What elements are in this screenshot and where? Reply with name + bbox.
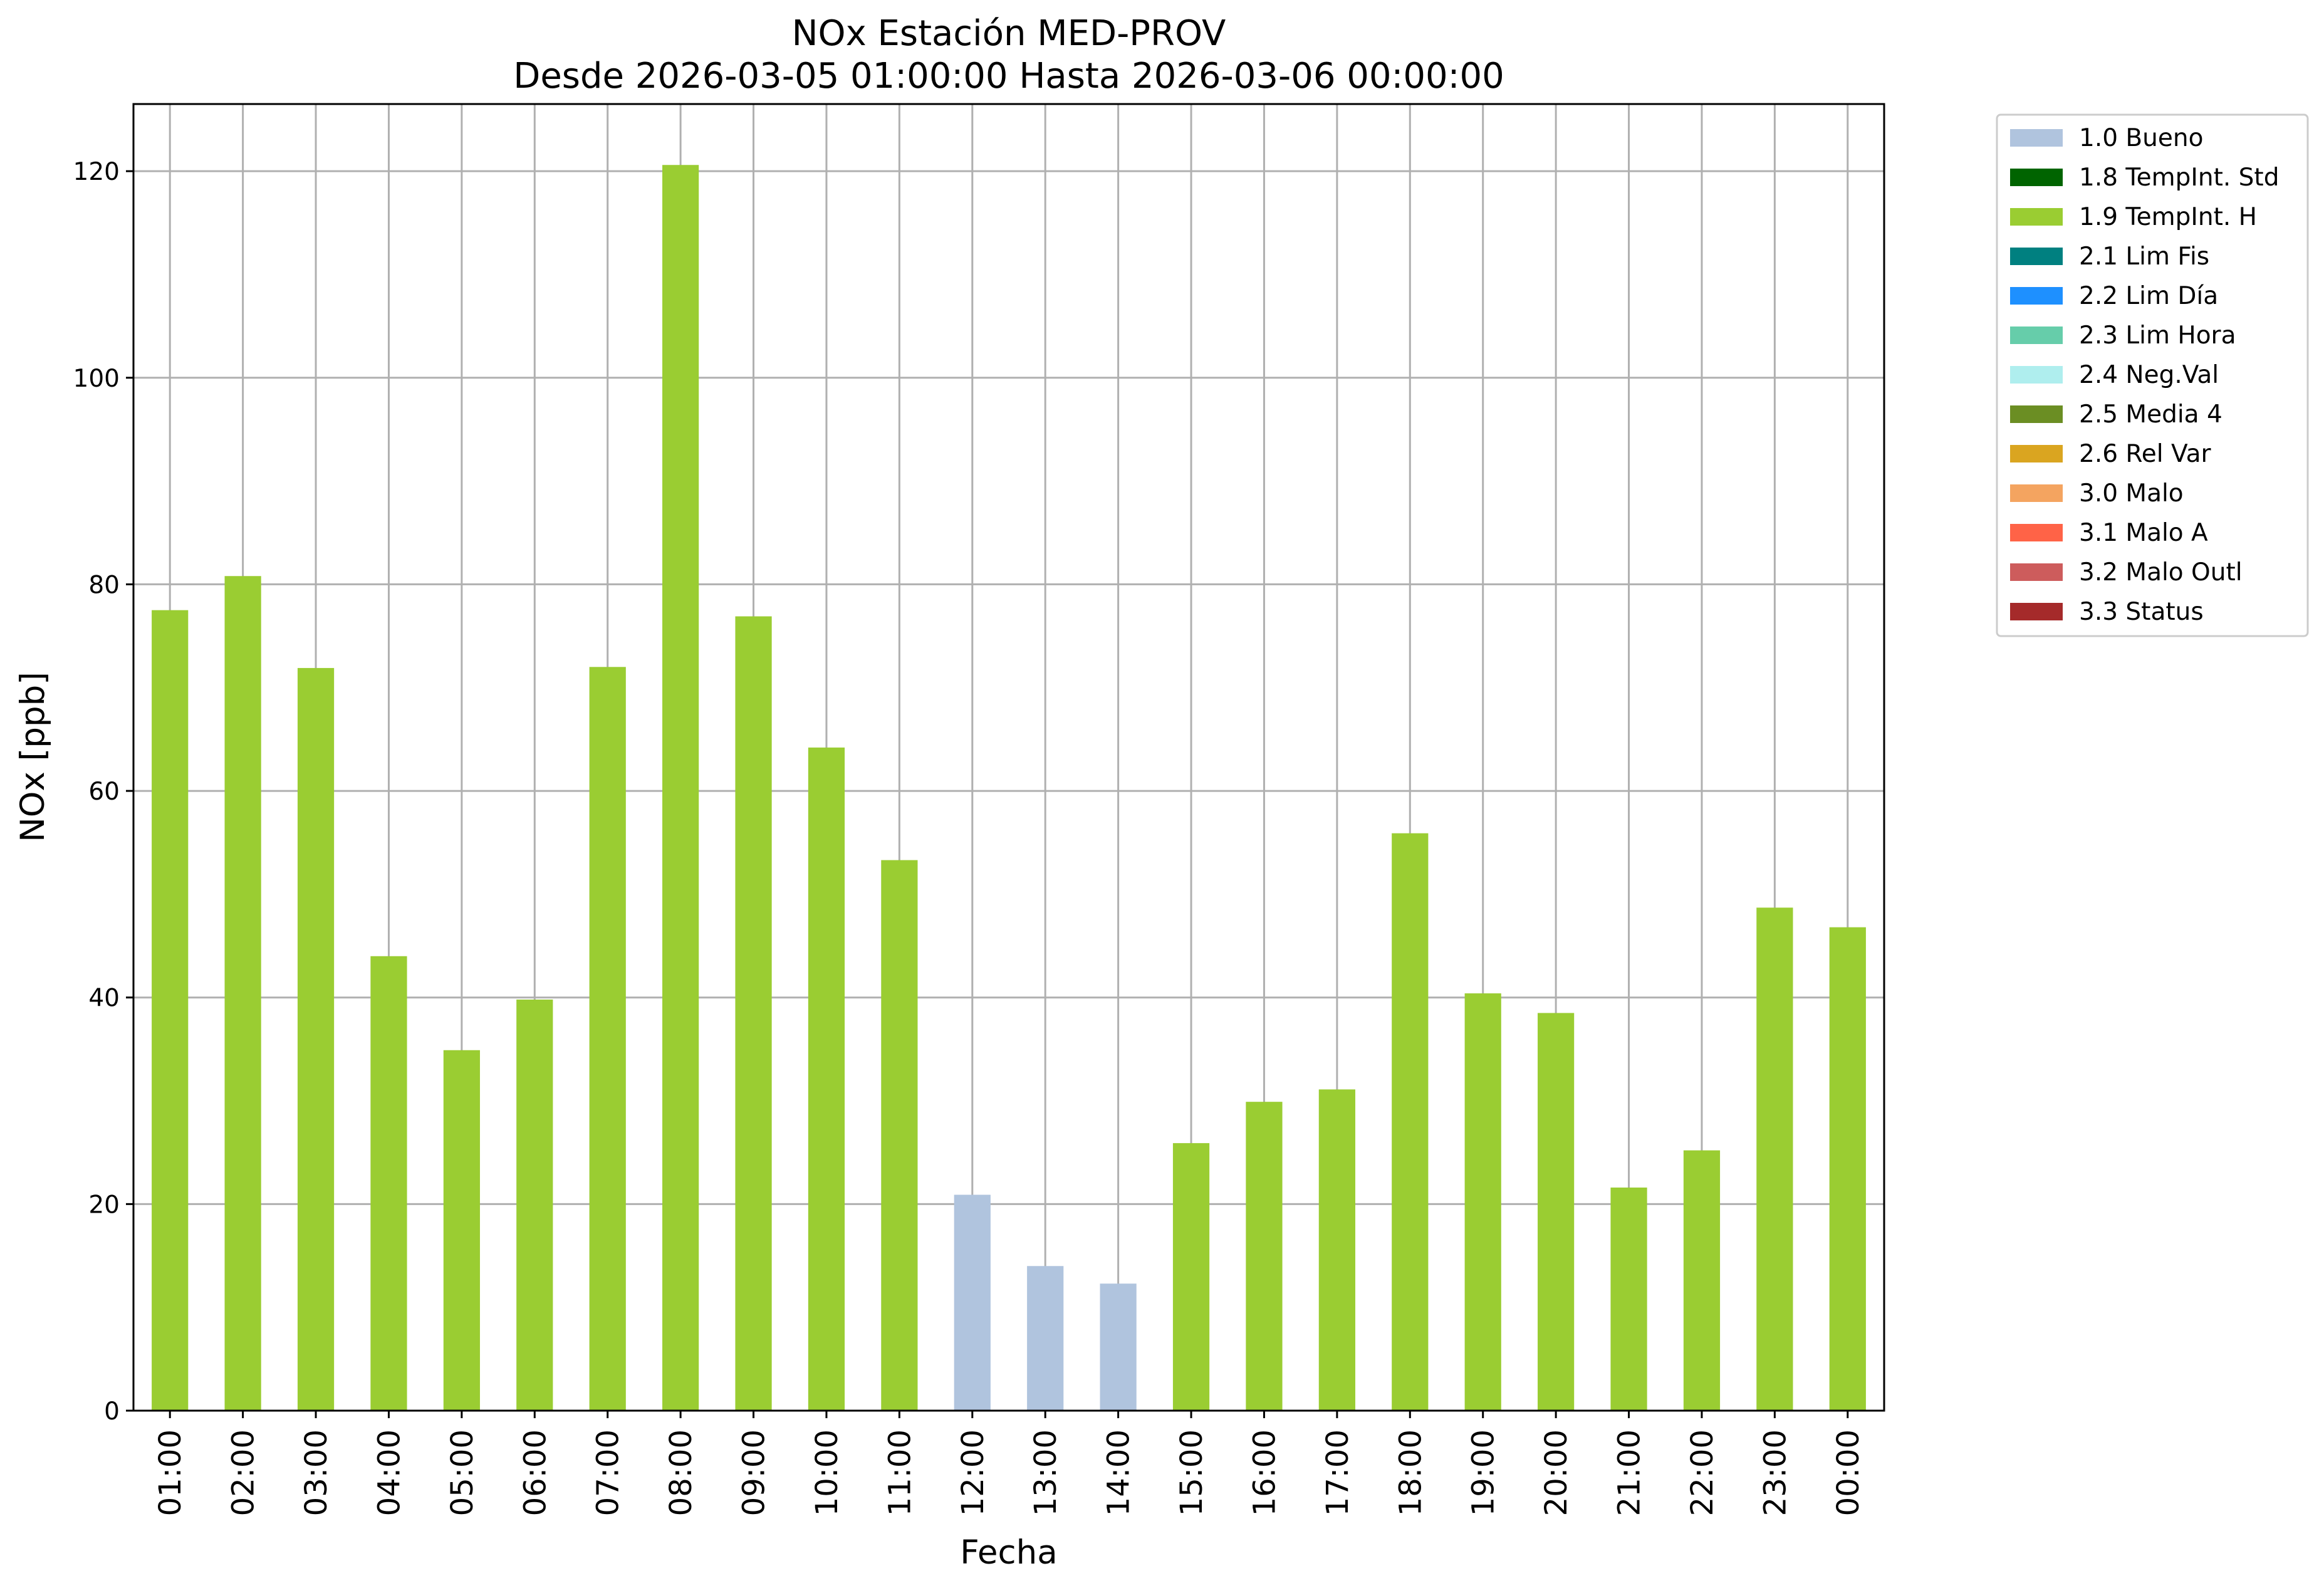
x-tick-label: 00:00 (1831, 1429, 1866, 1516)
bar-16:00 (1246, 1102, 1283, 1411)
x-axis-ticks: 01:00 02:00 03:00 04:00 05:00 06:00 07:00 08:00… (153, 1411, 1866, 1516)
legend-entry-label: 2.6 Rel Var (2079, 440, 2212, 468)
bar-15:00 (1172, 1143, 1210, 1411)
bar-23:00 (1756, 907, 1793, 1411)
x-tick-label: 03:00 (299, 1429, 334, 1516)
x-tick-label: 21:00 (1612, 1429, 1647, 1516)
x-tick-label: 14:00 (1102, 1429, 1137, 1516)
y-axis-ticks: 0 20 40 60 80 100 120 (73, 158, 133, 1426)
legend-entry-label: 2.3 Lim Hora (2079, 321, 2236, 350)
bar-01:00 (152, 610, 189, 1411)
bar-14:00 (1100, 1283, 1137, 1411)
x-tick-label: 15:00 (1174, 1429, 1209, 1516)
legend-swatch (2010, 484, 2063, 502)
legend-entry-label: 3.2 Malo Outl (2079, 558, 2243, 587)
x-tick-label: 19:00 (1466, 1429, 1501, 1516)
bar-02:00 (224, 576, 261, 1411)
bar-21:00 (1610, 1187, 1647, 1411)
bar-22:00 (1683, 1150, 1721, 1411)
legend-entry-label: 2.5 Media 4 (2079, 400, 2222, 429)
legend-swatch (2010, 169, 2063, 186)
legend-swatch (2010, 287, 2063, 305)
bar-19:00 (1464, 993, 1501, 1411)
x-tick-label: 10:00 (810, 1429, 845, 1516)
x-tick-label: 12:00 (956, 1429, 991, 1516)
bar-06:00 (516, 1000, 553, 1411)
y-tick-label: 0 (104, 1397, 120, 1426)
x-tick-label: 17:00 (1320, 1429, 1355, 1516)
x-tick-label: 22:00 (1685, 1429, 1720, 1516)
x-tick-label: 05:00 (445, 1429, 480, 1516)
legend-swatch (2010, 366, 2063, 384)
legend-swatch (2010, 445, 2063, 462)
legend-entry-label: 3.0 Malo (2079, 479, 2184, 508)
bar-13:00 (1027, 1266, 1064, 1411)
y-tick-label: 40 (88, 985, 120, 1013)
y-tick-label: 60 (88, 778, 120, 806)
bar-20:00 (1538, 1013, 1575, 1411)
legend-entry-label: 1.0 Bueno (2079, 124, 2203, 152)
bar-07:00 (589, 667, 626, 1411)
x-tick-label: 09:00 (737, 1429, 772, 1516)
y-tick-label: 80 (88, 571, 120, 599)
plot-frame (132, 103, 1885, 1412)
bar-18:00 (1392, 833, 1429, 1411)
x-tick-label: 08:00 (664, 1429, 699, 1516)
x-tick-label: 20:00 (1539, 1429, 1574, 1516)
y-tick-label: 120 (73, 158, 120, 186)
legend-entry-label: 2.4 Neg.Val (2079, 361, 2219, 389)
legend-swatch (2010, 405, 2063, 423)
x-tick-label: 13:00 (1028, 1429, 1063, 1516)
legend-entry-label: 1.8 TempInt. Std (2079, 164, 2279, 192)
legend-box (1996, 113, 2309, 637)
x-axis-label: Fecha (960, 1533, 1057, 1572)
bar-12:00 (954, 1194, 991, 1411)
legend-entry-label: 1.9 TempInt. H (2079, 203, 2257, 231)
bar-11:00 (881, 860, 918, 1411)
x-tick-label: 23:00 (1758, 1429, 1793, 1516)
chart-title: NOx Estación MED-PROV (792, 13, 1226, 54)
x-tick-label: 11:00 (882, 1429, 917, 1516)
legend-entry-label: 2.2 Lim Día (2079, 282, 2218, 310)
x-tick-label: 04:00 (372, 1429, 407, 1516)
bar-08:00 (662, 165, 699, 1411)
y-axis-label: NOx [ppb] (14, 672, 52, 842)
legend: 1.0 Bueno 1.8 TempInt. Std 1.9 TempInt. H 2… (1996, 113, 2309, 637)
bar-05:00 (443, 1050, 480, 1411)
legend-swatch (2010, 129, 2063, 147)
x-tick-label: 16:00 (1247, 1429, 1282, 1516)
bar-03:00 (297, 667, 335, 1411)
bar-00:00 (1829, 927, 1866, 1411)
bar-09:00 (735, 616, 772, 1411)
y-tick-label: 100 (73, 365, 120, 393)
x-tick-label: 06:00 (518, 1429, 553, 1516)
y-tick-label: 20 (88, 1191, 120, 1219)
legend-entry-label: 3.1 Malo A (2079, 519, 2208, 547)
bar-17:00 (1318, 1089, 1355, 1411)
x-tick-label: 18:00 (1393, 1429, 1428, 1516)
legend-entry-label: 3.3 Status (2079, 598, 2204, 626)
bars (152, 165, 1866, 1411)
legend-swatch (2010, 524, 2063, 541)
legend-swatch (2010, 208, 2063, 226)
legend-swatch (2010, 603, 2063, 620)
x-tick-label: 02:00 (226, 1429, 261, 1516)
chart-subtitle: Desde 2026-03-05 01:00:00 Hasta 2026-03-… (513, 56, 1504, 97)
legend-entry-label: 2.1 Lim Fis (2079, 243, 2209, 271)
legend-swatch (2010, 326, 2063, 344)
legend-swatch (2010, 248, 2063, 265)
x-tick-label: 07:00 (591, 1429, 626, 1516)
bar-04:00 (370, 956, 407, 1411)
legend-swatch (2010, 563, 2063, 581)
x-tick-label: 01:00 (153, 1429, 188, 1516)
bar-10:00 (808, 747, 845, 1411)
